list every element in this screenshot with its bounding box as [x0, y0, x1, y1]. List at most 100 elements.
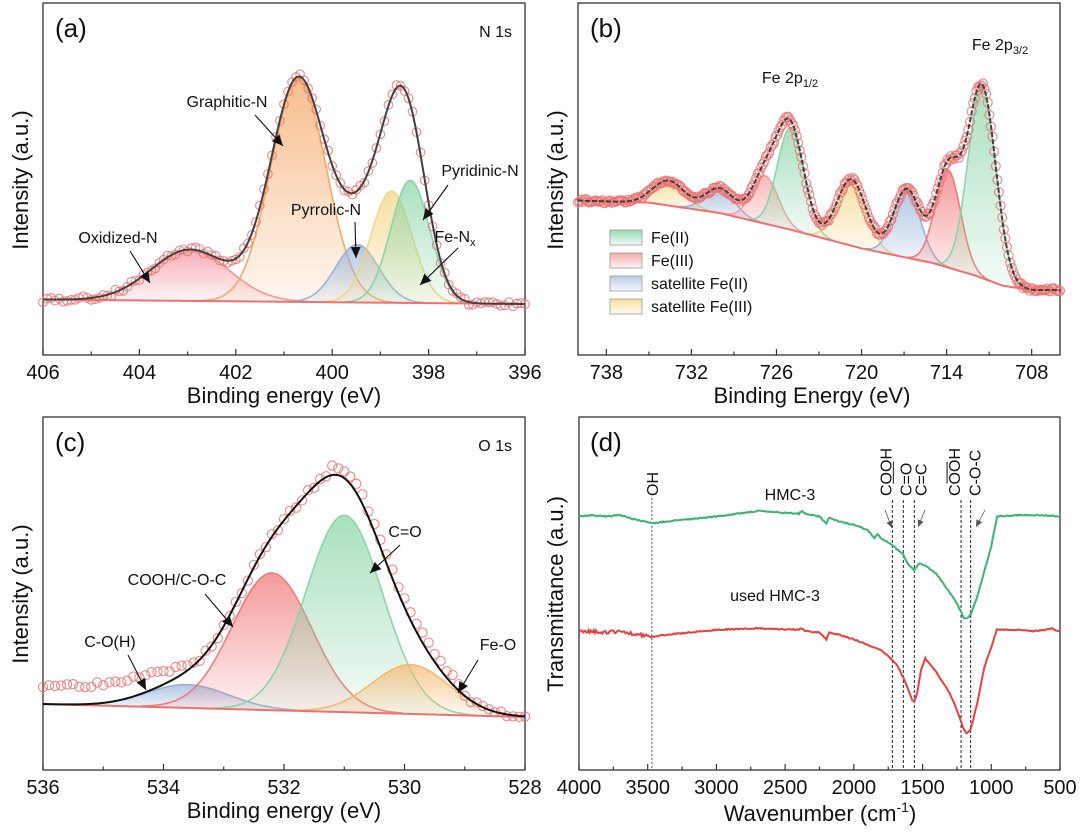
data-point	[303, 83, 313, 94]
data-point	[855, 189, 866, 200]
data-point	[1042, 283, 1053, 294]
data-point	[955, 147, 966, 158]
panel-a-x-tick-label: 406	[26, 362, 59, 384]
series-line-hmc-3	[578, 509, 1061, 620]
data-point	[770, 131, 781, 142]
legend-label: satellite Fe(III)	[651, 299, 752, 316]
data-point	[807, 203, 818, 214]
data-point	[188, 657, 199, 668]
envelope-fit-line	[577, 82, 1060, 291]
panel-a-x-tick-label: 398	[412, 362, 445, 384]
panel-d-x-tick-label: 1500	[900, 777, 945, 799]
panel-a-x-tick-label: 404	[123, 362, 156, 384]
data-point	[435, 655, 446, 666]
panel-a-ylabel: Intensity (a.u.)	[8, 110, 33, 249]
data-point	[496, 301, 506, 311]
data-point	[483, 704, 494, 715]
data-point	[979, 83, 990, 94]
panel-d-x-tick-label: 4000	[557, 777, 602, 799]
component-fill-satellite-fe-iii-	[624, 180, 714, 213]
data-point	[363, 166, 374, 176]
band-arrow-head	[886, 520, 893, 528]
data-point	[455, 292, 466, 303]
data-point	[299, 75, 309, 86]
annotation-arrow-head	[222, 615, 233, 627]
panel-c-ylabel: Intensity (a.u.)	[8, 524, 33, 663]
data-point	[279, 99, 289, 110]
legend-swatch	[609, 298, 643, 315]
panel-d-xlabel: Wavenumber (cm-1)	[724, 799, 917, 826]
data-point	[164, 666, 175, 677]
data-point	[234, 252, 245, 262]
data-point	[230, 596, 241, 607]
data-point	[789, 125, 800, 136]
data-point	[104, 677, 115, 688]
data-point	[908, 190, 919, 201]
data-point	[90, 294, 101, 305]
data-point	[331, 170, 342, 181]
panel-b-ylabel: Intensity (a.u.)	[543, 110, 568, 249]
data-point	[801, 178, 812, 189]
panel-c-x-tick-label: 530	[388, 777, 421, 799]
data-point	[272, 525, 284, 536]
data-point	[942, 154, 953, 165]
panel-d-x-tick-label: 3500	[625, 777, 670, 799]
data-point	[759, 156, 770, 167]
band-label-cooh: COOH	[947, 448, 964, 496]
data-point	[600, 197, 611, 209]
data-point	[49, 680, 61, 692]
data-point	[760, 151, 772, 162]
data-point	[339, 185, 350, 196]
data-point	[740, 193, 751, 204]
baseline-line	[577, 199, 1060, 291]
annotation-arrow-head	[350, 246, 361, 258]
annotation-graphitic-n: Graphitic-N	[187, 94, 268, 111]
data-point	[831, 198, 842, 209]
data-point	[369, 518, 380, 530]
panel-b-x-tick-label: 714	[930, 362, 963, 384]
data-point	[915, 205, 926, 216]
panel-b-x-tick-label: 720	[845, 362, 878, 384]
panel-a-n1s: 406 404 402 400 398 396 (a) N 1s Intensity (a…	[8, 2, 542, 408]
panel-c-o1s: 536 534 532 530 528 (c) O 1s Intensity (a.u.…	[8, 416, 542, 823]
peak-title-subscript: 1/2	[803, 78, 818, 90]
data-point	[116, 677, 127, 688]
data-point	[934, 177, 945, 188]
data-point	[786, 118, 797, 129]
envelope-fit-line	[42, 75, 526, 305]
data-point	[403, 93, 414, 104]
annotation-cooh-c-o-c: COOH/C-O-C	[128, 572, 227, 589]
data-point	[577, 197, 588, 208]
data-point	[152, 666, 163, 677]
data-point	[399, 86, 410, 96]
legend-swatch	[609, 275, 643, 292]
data-point	[921, 211, 932, 222]
data-point	[284, 505, 296, 516]
data-point	[597, 195, 608, 206]
panel-c-label: (c)	[55, 427, 85, 457]
data-point	[883, 221, 894, 232]
data-point	[381, 549, 392, 560]
data-point	[327, 161, 338, 171]
panel-b-x-tick-label: 708	[1015, 362, 1048, 384]
series-line-used-hmc-3	[578, 626, 1061, 735]
panel-d-x-tick-label: 2000	[832, 777, 877, 799]
data-point	[746, 182, 757, 193]
data-point	[302, 485, 314, 496]
data-point	[92, 677, 103, 688]
data-point	[667, 176, 678, 187]
annotation-fe-o: Fe-O	[480, 637, 516, 654]
data-point	[439, 267, 450, 278]
data-point	[857, 193, 868, 205]
data-point	[176, 660, 187, 671]
data-point	[741, 192, 752, 203]
data-point	[932, 183, 943, 194]
data-point	[625, 195, 637, 207]
data-point	[278, 513, 290, 525]
legend-swatch	[609, 252, 643, 269]
data-point	[754, 168, 765, 179]
legend-label: Fe(III)	[651, 253, 694, 270]
data-point	[966, 106, 977, 117]
annotation-arrow-head	[420, 273, 432, 285]
annotation-arrow-head	[423, 208, 434, 220]
